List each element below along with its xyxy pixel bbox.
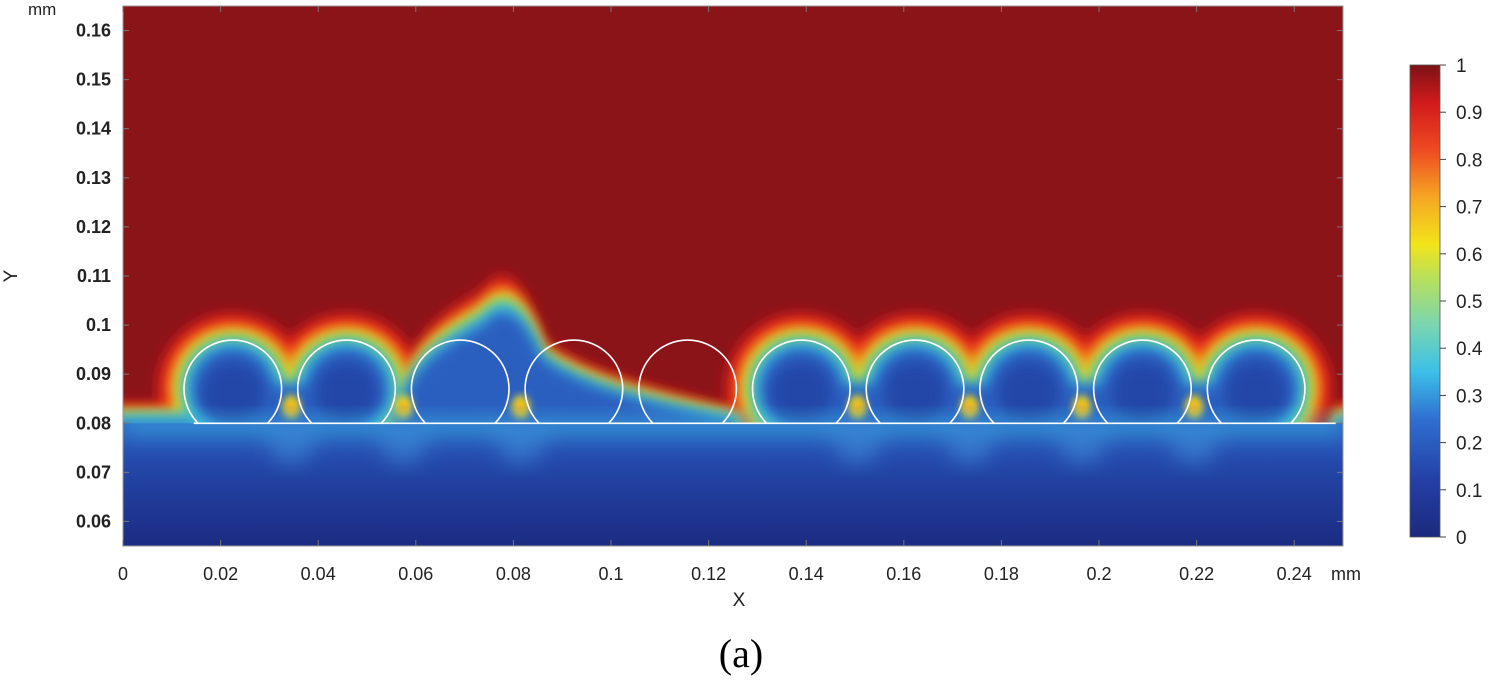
colorbar-tick-label-6: 0.6 — [1456, 245, 1482, 266]
y-tick-label-4: 0.1 — [86, 315, 111, 335]
x-tick-label-8: 0.16 — [886, 564, 921, 584]
y-tick-label-5: 0.11 — [77, 266, 111, 286]
colorbar-ticks: 0 0.1 0.2 0.3 0.4 0.5 0.6 0.7 0.8 0.9 1 — [1440, 56, 1483, 549]
colorbar-tick-label-9: 0.9 — [1456, 103, 1482, 124]
y-axis-unit: mm — [28, 0, 56, 19]
substrate-glow-group — [123, 419, 1343, 464]
x-tick-label-7: 0.14 — [789, 564, 824, 584]
bead-interior-0 — [202, 362, 264, 424]
hotspot-orange-5 — [1077, 401, 1086, 414]
x-tick-label-0: 0 — [118, 564, 128, 584]
hotspot-orange-3 — [853, 401, 862, 414]
colorbar: 0 0.1 0.2 0.3 0.4 0.5 0.6 0.7 0.8 0.9 1 — [1409, 56, 1483, 549]
colorbar-tick-label-7: 0.7 — [1456, 198, 1482, 219]
bead-interior-6 — [1225, 362, 1287, 424]
x-tick-label-3: 0.06 — [398, 564, 433, 584]
bead-circle-4 — [638, 339, 738, 424]
substrate-glow-3 — [835, 419, 880, 464]
colorbar-tick-label-2: 0.2 — [1456, 434, 1482, 455]
bead-circle-1 — [296, 339, 397, 424]
x-tick-label-5: 0.1 — [598, 564, 623, 584]
bead-circle-8 — [1092, 339, 1192, 424]
x-tick-label-9: 0.18 — [984, 564, 1019, 584]
y-tick-label-0: 0.06 — [76, 511, 111, 531]
hotspot-orange-2 — [516, 401, 525, 414]
field-hotspots — [282, 395, 1204, 420]
y-tick-label-3: 0.09 — [76, 364, 111, 384]
y-axis-label: Y — [1, 269, 22, 282]
x-tick-label-10: 0.2 — [1086, 564, 1111, 584]
substrate-glow-2 — [498, 419, 543, 464]
substrate-glow-4 — [947, 419, 992, 464]
y-axis: 0.06 0.07 0.08 0.09 0.1 0.11 0.12 0.13 0.14 0.15 0… — [76, 21, 1343, 531]
substrate-glow-band — [123, 421, 1343, 432]
bead-circle-3 — [524, 339, 624, 424]
bead-circle-6 — [865, 339, 965, 424]
x-axis: 0 0.02 0.04 0.06 0.08 0.1 0.12 0.14 0.16 0.18 0.2 0… — [118, 6, 1312, 584]
substrate-glow-0 — [269, 419, 314, 464]
bead-circle-2 — [410, 339, 510, 424]
x-tick-label-11: 0.22 — [1179, 564, 1214, 584]
colorbar-tick-label-5: 0.5 — [1456, 292, 1482, 313]
bead-circles — [183, 339, 1306, 424]
y-tick-label-7: 0.13 — [76, 168, 111, 188]
bead-interior-5 — [1111, 362, 1174, 424]
y-tick-label-8: 0.14 — [76, 119, 111, 139]
hotspot-orange-4 — [965, 401, 974, 414]
bead-circle-9 — [1206, 339, 1306, 424]
x-axis-label: X — [733, 590, 746, 611]
bead-interior-3 — [884, 362, 946, 424]
x-tick-label-4: 0.08 — [496, 564, 531, 584]
colorbar-tick-label-0: 0 — [1456, 528, 1467, 549]
field-bead-interiors — [202, 362, 1287, 424]
x-tick-label-2: 0.04 — [301, 564, 336, 584]
x-tick-label-12: 0.24 — [1277, 564, 1312, 584]
hotspot-orange-6 — [1190, 401, 1199, 414]
colorbar-tick-label-4: 0.4 — [1456, 339, 1483, 360]
field-substrate-glows — [123, 419, 1343, 464]
y-tick-label-2: 0.08 — [76, 413, 111, 433]
bead-circle-5 — [751, 339, 851, 424]
bead-interior-4 — [997, 362, 1060, 424]
x-tick-label-6: 0.12 — [691, 564, 726, 584]
y-tick-label-6: 0.12 — [76, 217, 111, 237]
substrate-glow-1 — [381, 419, 426, 464]
colorbar-tick-label-3: 0.3 — [1456, 386, 1482, 407]
x-tick-label-1: 0.02 — [203, 564, 238, 584]
colorbar-gradient — [1409, 64, 1441, 538]
bead-circle-0 — [183, 339, 283, 424]
substrate-glow-6 — [1172, 419, 1217, 464]
y-tick-label-9: 0.15 — [76, 70, 111, 90]
field-bottom-region — [123, 423, 1343, 546]
field-band-blue-plume — [396, 311, 738, 434]
hotspot-orange-0 — [287, 401, 296, 414]
plot-area — [123, 6, 1343, 546]
figure-caption: (a) — [719, 631, 763, 676]
colorbar-tick-label-10: 1 — [1456, 56, 1467, 77]
substrate-glow-5 — [1059, 419, 1104, 464]
hotspot-orange-1 — [399, 401, 408, 414]
y-tick-label-1: 0.07 — [76, 462, 111, 482]
colorbar-tick-label-8: 0.8 — [1456, 150, 1482, 171]
x-axis-unit: mm — [1331, 564, 1361, 584]
bead-interior-1 — [315, 362, 378, 424]
bead-interior-2 — [770, 362, 833, 424]
colorbar-tick-label-1: 0.1 — [1456, 481, 1482, 502]
bead-circle-7 — [979, 339, 1079, 424]
y-tick-label-10: 0.16 — [76, 21, 111, 41]
